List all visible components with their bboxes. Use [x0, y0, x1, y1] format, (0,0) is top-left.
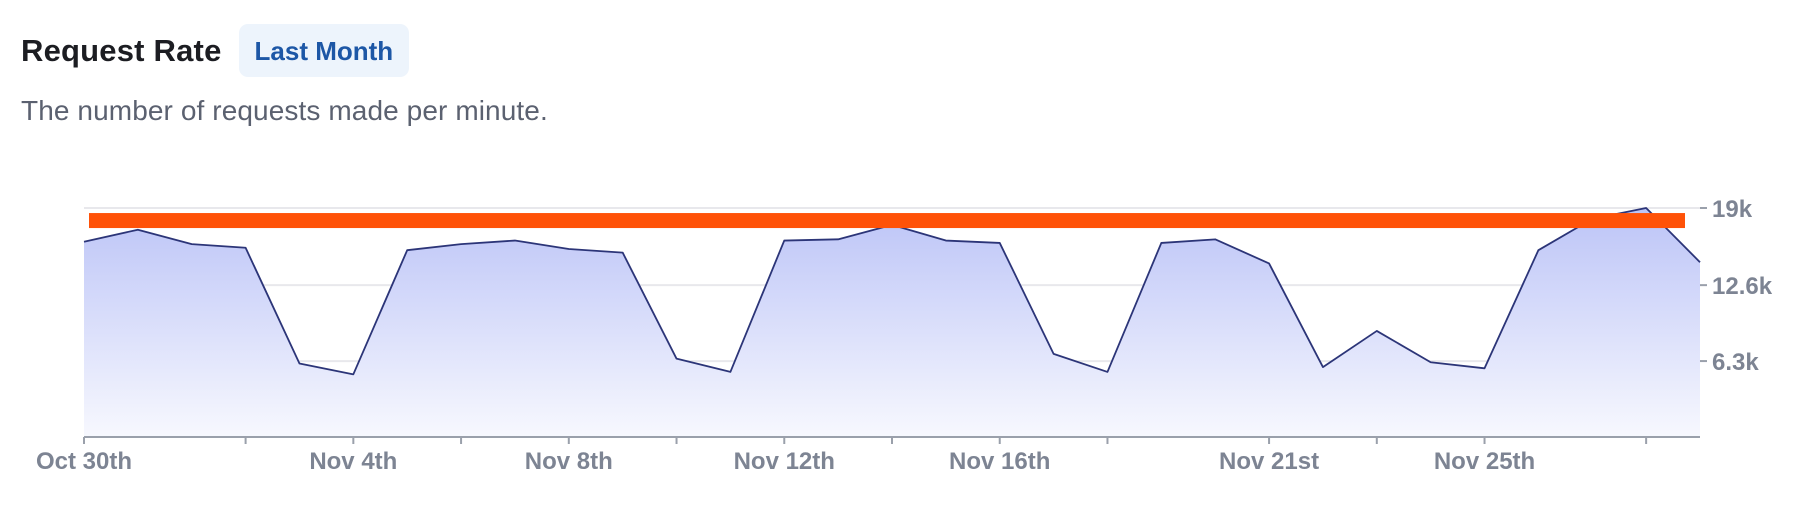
- data-point: [244, 246, 248, 250]
- x-tick-label: Nov 12th: [734, 448, 835, 475]
- chart-header: Request Rate Last Month: [21, 24, 410, 77]
- data-point: [1536, 248, 1540, 252]
- data-point: [1429, 360, 1433, 364]
- data-point: [1105, 370, 1109, 374]
- data-point: [944, 239, 948, 243]
- y-tick-label: 19k: [1712, 196, 1753, 223]
- data-point: [1698, 260, 1702, 264]
- data-point: [1267, 261, 1271, 265]
- data-point: [82, 240, 86, 244]
- data-point: [297, 361, 301, 365]
- data-point: [1321, 365, 1325, 369]
- data-point: [782, 239, 786, 243]
- x-tick-label: Nov 25th: [1434, 448, 1535, 475]
- data-point: [998, 241, 1002, 245]
- x-tick-label: Oct 30th: [36, 448, 132, 475]
- chart-title: Request Rate: [21, 32, 222, 68]
- data-point: [621, 251, 625, 255]
- data-point: [1052, 352, 1056, 356]
- x-tick-label: Nov 4th: [309, 448, 397, 475]
- data-point: [1483, 366, 1487, 370]
- data-point: [351, 372, 355, 376]
- data-point: [675, 357, 679, 361]
- data-point: [836, 237, 840, 241]
- data-point: [1213, 237, 1217, 241]
- series-area: [84, 208, 1700, 437]
- threshold-line: [89, 213, 1685, 229]
- x-tick-label: Nov 21st: [1219, 448, 1319, 475]
- data-point: [405, 248, 409, 252]
- data-point: [459, 242, 463, 246]
- time-range-badge[interactable]: Last Month: [238, 24, 410, 77]
- x-tick-label: Nov 16th: [949, 448, 1050, 475]
- y-tick-label: 12.6k: [1712, 273, 1773, 300]
- x-tick-label: Nov 8th: [525, 448, 613, 475]
- data-point: [1644, 206, 1648, 210]
- data-point: [567, 247, 571, 251]
- data-point: [1159, 241, 1163, 245]
- data-point: [1375, 329, 1379, 333]
- data-point: [190, 242, 194, 246]
- data-point: [513, 239, 517, 243]
- data-point: [136, 228, 140, 232]
- y-tick-label: 6.3k: [1712, 349, 1759, 376]
- chart-subtitle: The number of requests made per minute.: [21, 95, 548, 126]
- data-point: [728, 370, 732, 374]
